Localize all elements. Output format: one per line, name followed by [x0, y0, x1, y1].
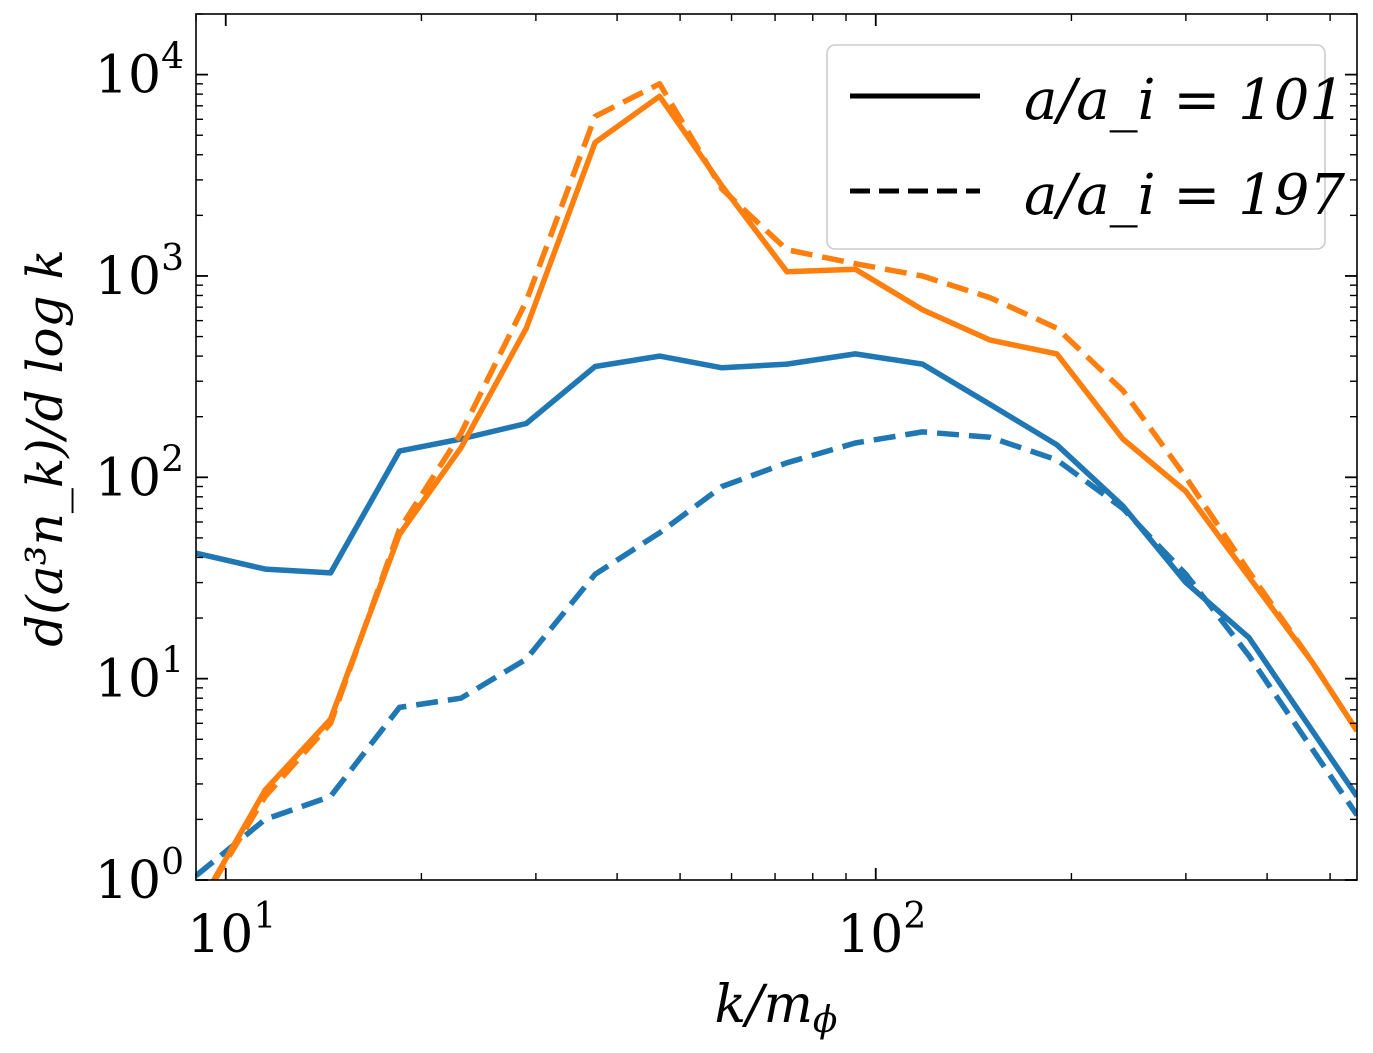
y-tick-label-2-exp: 1: [161, 641, 184, 682]
y-tick-label-4-exp: 3: [161, 238, 184, 279]
y-tick-label-2-base: 10: [95, 650, 161, 710]
x-tick-label-1-base: 10: [187, 905, 253, 965]
x-tick-label-1-exp: 1: [253, 896, 276, 937]
y-tick-label-5: 104: [95, 37, 184, 106]
x-tick-label-2-exp: 2: [903, 896, 926, 937]
y-tick-label-4-base: 10: [95, 247, 161, 307]
y-tick-label-1: 100: [95, 842, 184, 911]
y-tick-label-1-base: 10: [95, 851, 161, 911]
x-tick-label-2: 102: [837, 896, 926, 965]
y-tick-label-5-exp: 4: [161, 37, 184, 78]
legend: a/a_i = 101 a/a_i = 197: [826, 44, 1345, 250]
series-4-line: [211, 81, 1357, 880]
ticks-layer: [195, 13, 1357, 881]
y-tick-label-5-base: 10: [95, 46, 161, 106]
x-axis-label-sub: ϕ: [813, 1000, 838, 1041]
x-tick-label-1: 101: [187, 896, 276, 965]
plot-frame: [195, 13, 1358, 881]
x-axis-label: k/mϕ: [715, 975, 838, 1041]
series-1-line: [196, 351, 1357, 798]
x-axis-label-main: k/m: [715, 975, 813, 1035]
series-layer: [196, 81, 1357, 880]
y-tick-label-1-exp: 0: [161, 842, 184, 883]
y-tick-label-2: 101: [95, 641, 184, 710]
y-axis-label: d(a³n_k)/d log k: [16, 249, 74, 646]
legend-label-1: a/a_i = 101: [1024, 68, 1345, 133]
y-tick-label-3-exp: 2: [161, 439, 184, 480]
y-tick-label-3-base: 10: [95, 448, 161, 508]
x-tick-label-2-base: 10: [837, 905, 903, 965]
series-2-line: [196, 429, 1357, 878]
y-tick-label-4: 103: [95, 238, 184, 307]
legend-label-2: a/a_i = 197: [1024, 163, 1345, 228]
y-tick-label-3: 102: [95, 439, 184, 508]
